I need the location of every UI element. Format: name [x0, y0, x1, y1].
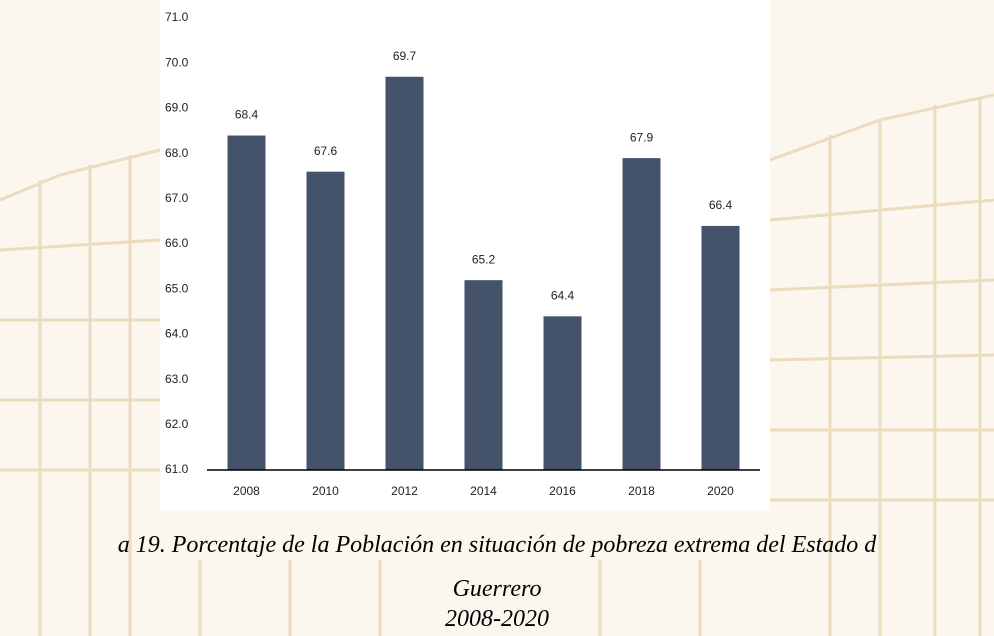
value-label: 66.4	[709, 198, 733, 212]
value-label: 64.4	[551, 288, 575, 302]
caption-line: 2008-2020	[445, 606, 549, 632]
x-tick-label: 2016	[549, 484, 576, 498]
y-tick-label: 65.0	[165, 281, 189, 295]
value-label: 67.9	[630, 130, 654, 144]
value-label: 65.2	[472, 252, 496, 266]
bar	[622, 158, 661, 470]
y-tick-label: 62.0	[165, 417, 189, 431]
caption-line: Guerrero	[453, 576, 542, 602]
y-tick-label: 64.0	[165, 327, 189, 341]
caption: a 19. Porcentaje de la Población en situ…	[118, 532, 878, 632]
bar	[701, 225, 740, 470]
y-tick-label: 70.0	[165, 55, 189, 69]
y-tick-label: 67.0	[165, 191, 189, 205]
x-tick-label: 2012	[391, 484, 418, 498]
background-map	[0, 93, 994, 636]
bar	[306, 171, 345, 470]
bar	[385, 76, 424, 470]
y-tick-label: 71.0	[165, 10, 189, 24]
bar	[464, 280, 503, 470]
x-tick-label: 2020	[707, 484, 734, 498]
y-tick-label: 66.0	[165, 236, 189, 250]
x-tick-label: 2014	[470, 484, 497, 498]
x-tick-label: 2018	[628, 484, 655, 498]
y-tick-label: 61.0	[165, 462, 189, 476]
bar	[227, 135, 266, 470]
value-label: 69.7	[393, 49, 417, 63]
x-tick-label: 2008	[233, 484, 260, 498]
bar	[543, 316, 582, 470]
y-tick-label: 68.0	[165, 146, 189, 160]
y-tick-label: 63.0	[165, 372, 189, 386]
value-label: 68.4	[235, 108, 259, 122]
x-tick-label: 2010	[312, 484, 339, 498]
value-label: 67.6	[314, 144, 338, 158]
y-tick-label: 69.0	[165, 101, 189, 115]
caption-line: a 19. Porcentaje de la Población en situ…	[118, 532, 878, 558]
